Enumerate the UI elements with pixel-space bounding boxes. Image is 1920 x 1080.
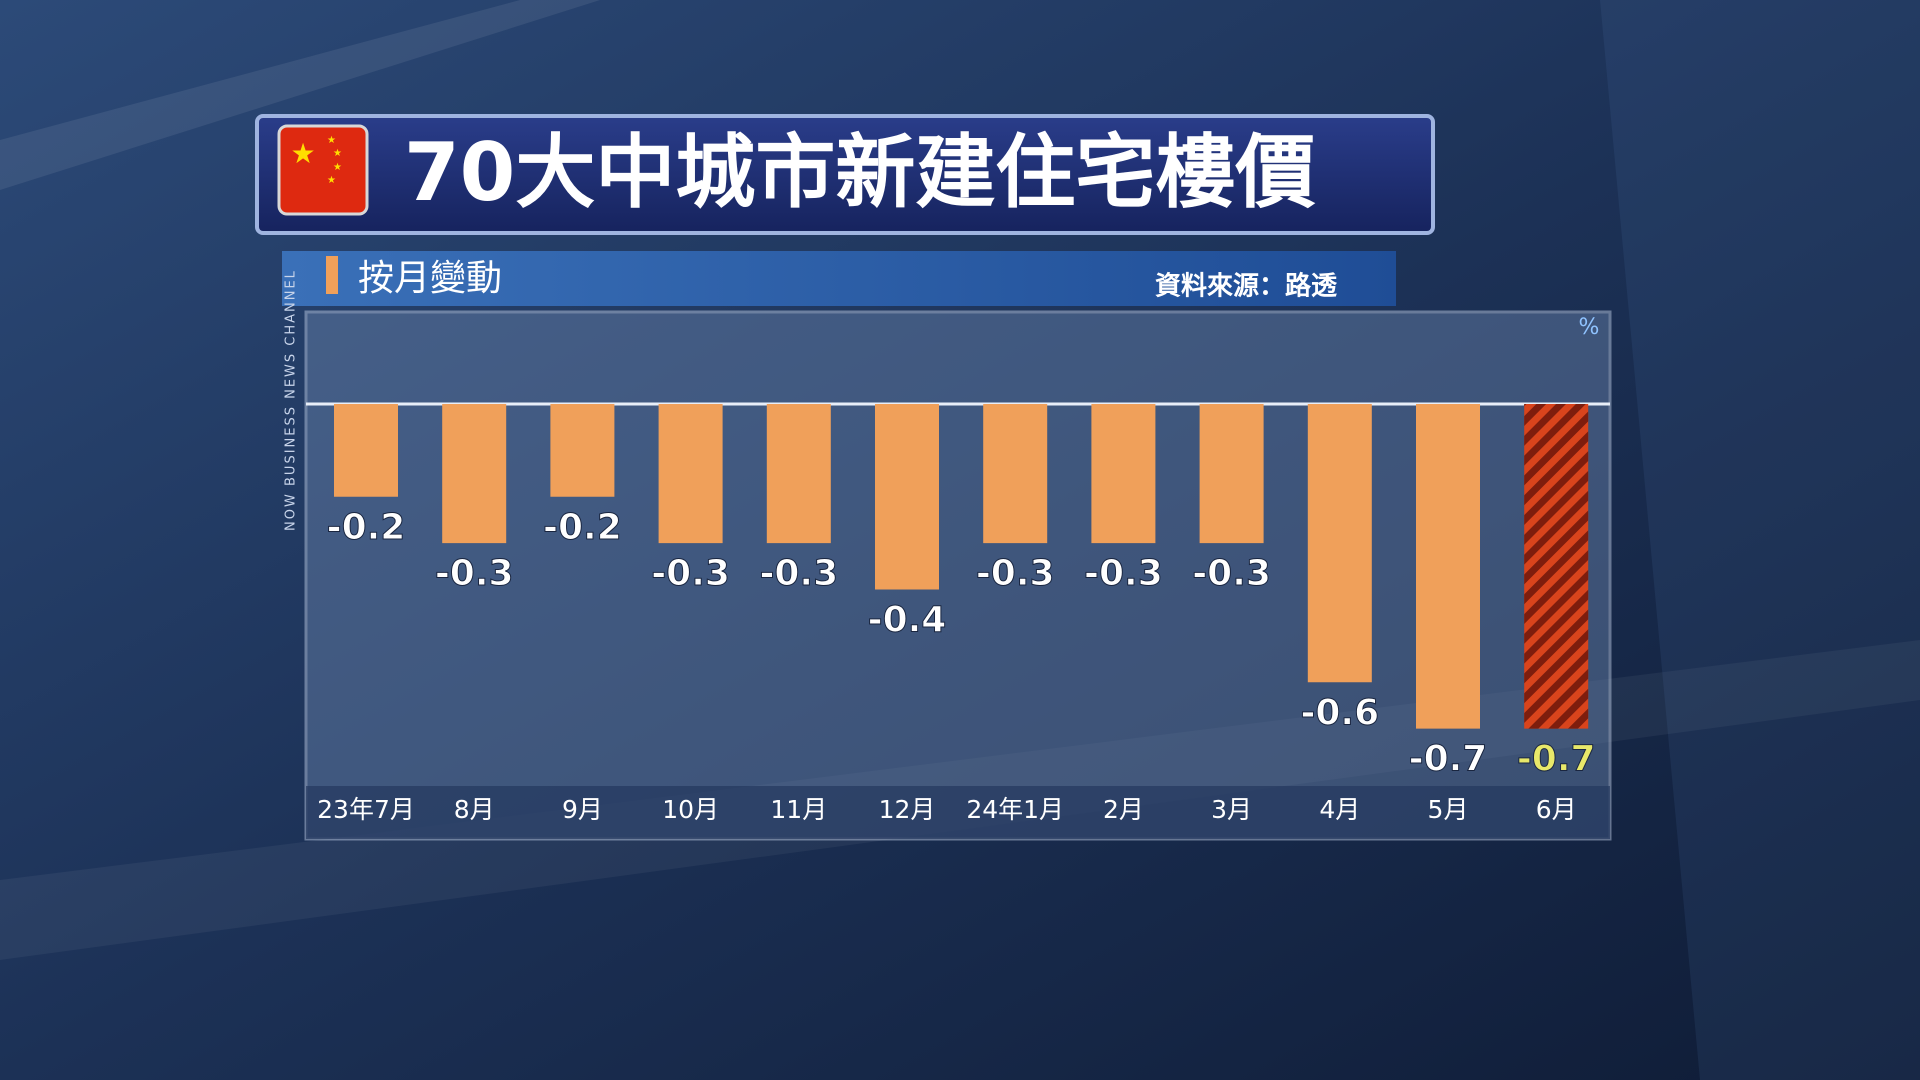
chart-subtitle: 按月變動 [358, 258, 502, 299]
flag-star: ★ [290, 137, 315, 170]
bar [875, 404, 939, 590]
flag-star: ★ [333, 162, 342, 173]
value-label: -0.7 [1409, 739, 1488, 780]
decoration [1600, 0, 1920, 1080]
x-tick-label: 2月 [1103, 795, 1144, 824]
x-tick-label: 24年1月 [966, 795, 1064, 824]
flag-star: ★ [327, 135, 336, 146]
bar-hatch [1524, 404, 1589, 729]
x-tick-label: 6月 [1536, 795, 1577, 824]
value-label: -0.4 [868, 600, 947, 641]
value-label: -0.6 [1300, 692, 1379, 733]
bar [983, 404, 1048, 544]
value-label: -0.3 [651, 553, 730, 594]
flag-star: ★ [327, 175, 336, 186]
value-label: -0.3 [976, 553, 1055, 594]
bar [1307, 404, 1372, 683]
bar [766, 404, 831, 544]
flag [277, 124, 369, 216]
chart-title: 70大中城市新建住宅樓價 [404, 126, 1315, 219]
x-tick-label: 5月 [1428, 795, 1469, 824]
value-label: -0.2 [543, 507, 622, 548]
value-label: -0.3 [1192, 553, 1271, 594]
plot-panel [304, 310, 1612, 841]
x-tick-label: 11月 [770, 795, 827, 824]
value-label: -0.2 [327, 507, 406, 548]
bar [550, 404, 615, 497]
source-note: 資料來源：路透 [1155, 271, 1338, 302]
bar [1091, 404, 1156, 544]
title-bar [255, 114, 1435, 235]
x-tick-label: 10月 [662, 795, 719, 824]
decoration [0, 0, 600, 190]
x-tick-label: 12月 [879, 795, 936, 824]
channel-label: NOW BUSINESS NEWS CHANNEL [284, 269, 299, 531]
bar [1199, 404, 1264, 544]
subtitle-marker [326, 256, 338, 294]
value-label: -0.3 [1084, 553, 1163, 594]
x-tick-label: 8月 [454, 795, 495, 824]
value-label: -0.7 [1517, 739, 1596, 780]
x-tick-label: 4月 [1319, 795, 1360, 824]
value-label: -0.3 [759, 553, 838, 594]
x-tick-label: 3月 [1211, 795, 1252, 824]
subtitle-bar [282, 251, 1396, 306]
unit-label: % [1579, 315, 1600, 340]
x-tick-label: 9月 [562, 795, 603, 824]
bar [658, 404, 723, 544]
category-strip [306, 786, 1610, 839]
bar [334, 404, 398, 497]
value-label: -0.3 [435, 553, 514, 594]
bar [1416, 404, 1480, 729]
bar [442, 404, 507, 544]
x-tick-label: 23年7月 [317, 795, 415, 824]
flag-star: ★ [333, 148, 342, 159]
